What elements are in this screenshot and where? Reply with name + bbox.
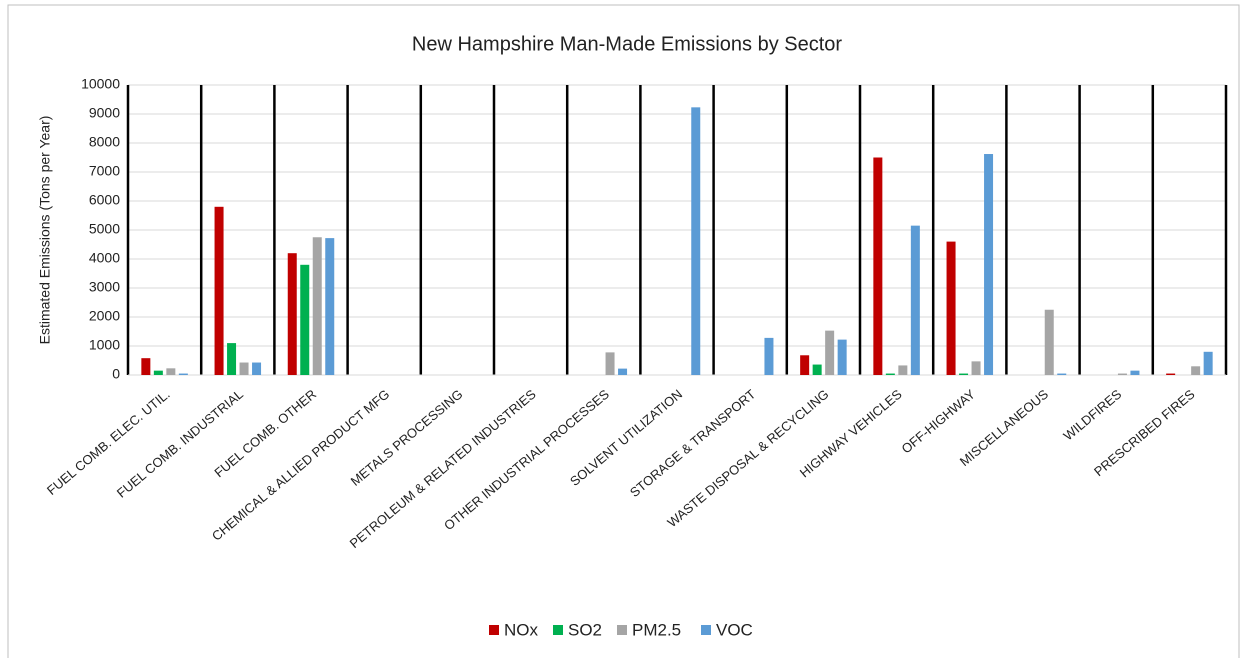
bar [764, 337, 774, 375]
y-tick-label: 0 [112, 366, 120, 382]
y-tick-label: 4000 [89, 250, 120, 266]
legend-swatch [617, 625, 627, 635]
bar [1203, 351, 1213, 375]
bar [946, 241, 956, 375]
legend-swatch [701, 625, 711, 635]
bar [178, 373, 188, 375]
bar [910, 225, 920, 375]
bar [885, 373, 895, 375]
y-tick-label: 6000 [89, 192, 120, 208]
bar [300, 264, 310, 375]
bar [227, 343, 237, 375]
legend-swatch [489, 625, 499, 635]
y-tick-label: 3000 [89, 279, 120, 295]
bar [141, 358, 151, 375]
y-tick-label: 9000 [89, 105, 120, 121]
legend-swatch [553, 625, 563, 635]
legend-label: NOx [504, 620, 539, 639]
bar [618, 368, 628, 375]
bar [1191, 366, 1201, 375]
chart-frame [7, 4, 1240, 658]
bar [898, 365, 908, 375]
bar [214, 206, 224, 375]
legend-label: VOC [716, 620, 753, 639]
bar [984, 154, 994, 375]
y-tick-label: 8000 [89, 134, 120, 150]
bar [153, 370, 163, 375]
y-tick-label: 1000 [89, 337, 120, 353]
bar [1130, 370, 1140, 375]
bar [825, 330, 835, 375]
bar [959, 373, 969, 375]
y-tick-label: 2000 [89, 308, 120, 324]
bar [971, 361, 981, 375]
bar [837, 339, 847, 375]
bar [239, 362, 249, 375]
bar [1044, 309, 1054, 375]
bar [605, 352, 615, 375]
bar [312, 237, 322, 375]
bar [1166, 373, 1176, 375]
bar [873, 157, 883, 375]
y-tick-label: 7000 [89, 163, 120, 179]
bar [1117, 373, 1127, 375]
chart-title: New Hampshire Man-Made Emissions by Sect… [412, 33, 842, 55]
y-axis-label: Estimated Emissions (Tons per Year) [37, 116, 53, 345]
bar [166, 368, 176, 375]
bar [1057, 373, 1067, 375]
legend-label: PM2.5 [632, 620, 681, 639]
bar [691, 107, 701, 375]
bar [325, 238, 335, 375]
bar [252, 362, 262, 375]
y-tick-label: 5000 [89, 221, 120, 237]
bar [812, 364, 822, 375]
y-tick-label: 10000 [81, 76, 120, 92]
bar [800, 355, 810, 375]
bar [287, 253, 297, 375]
legend-label: SO2 [568, 620, 602, 639]
